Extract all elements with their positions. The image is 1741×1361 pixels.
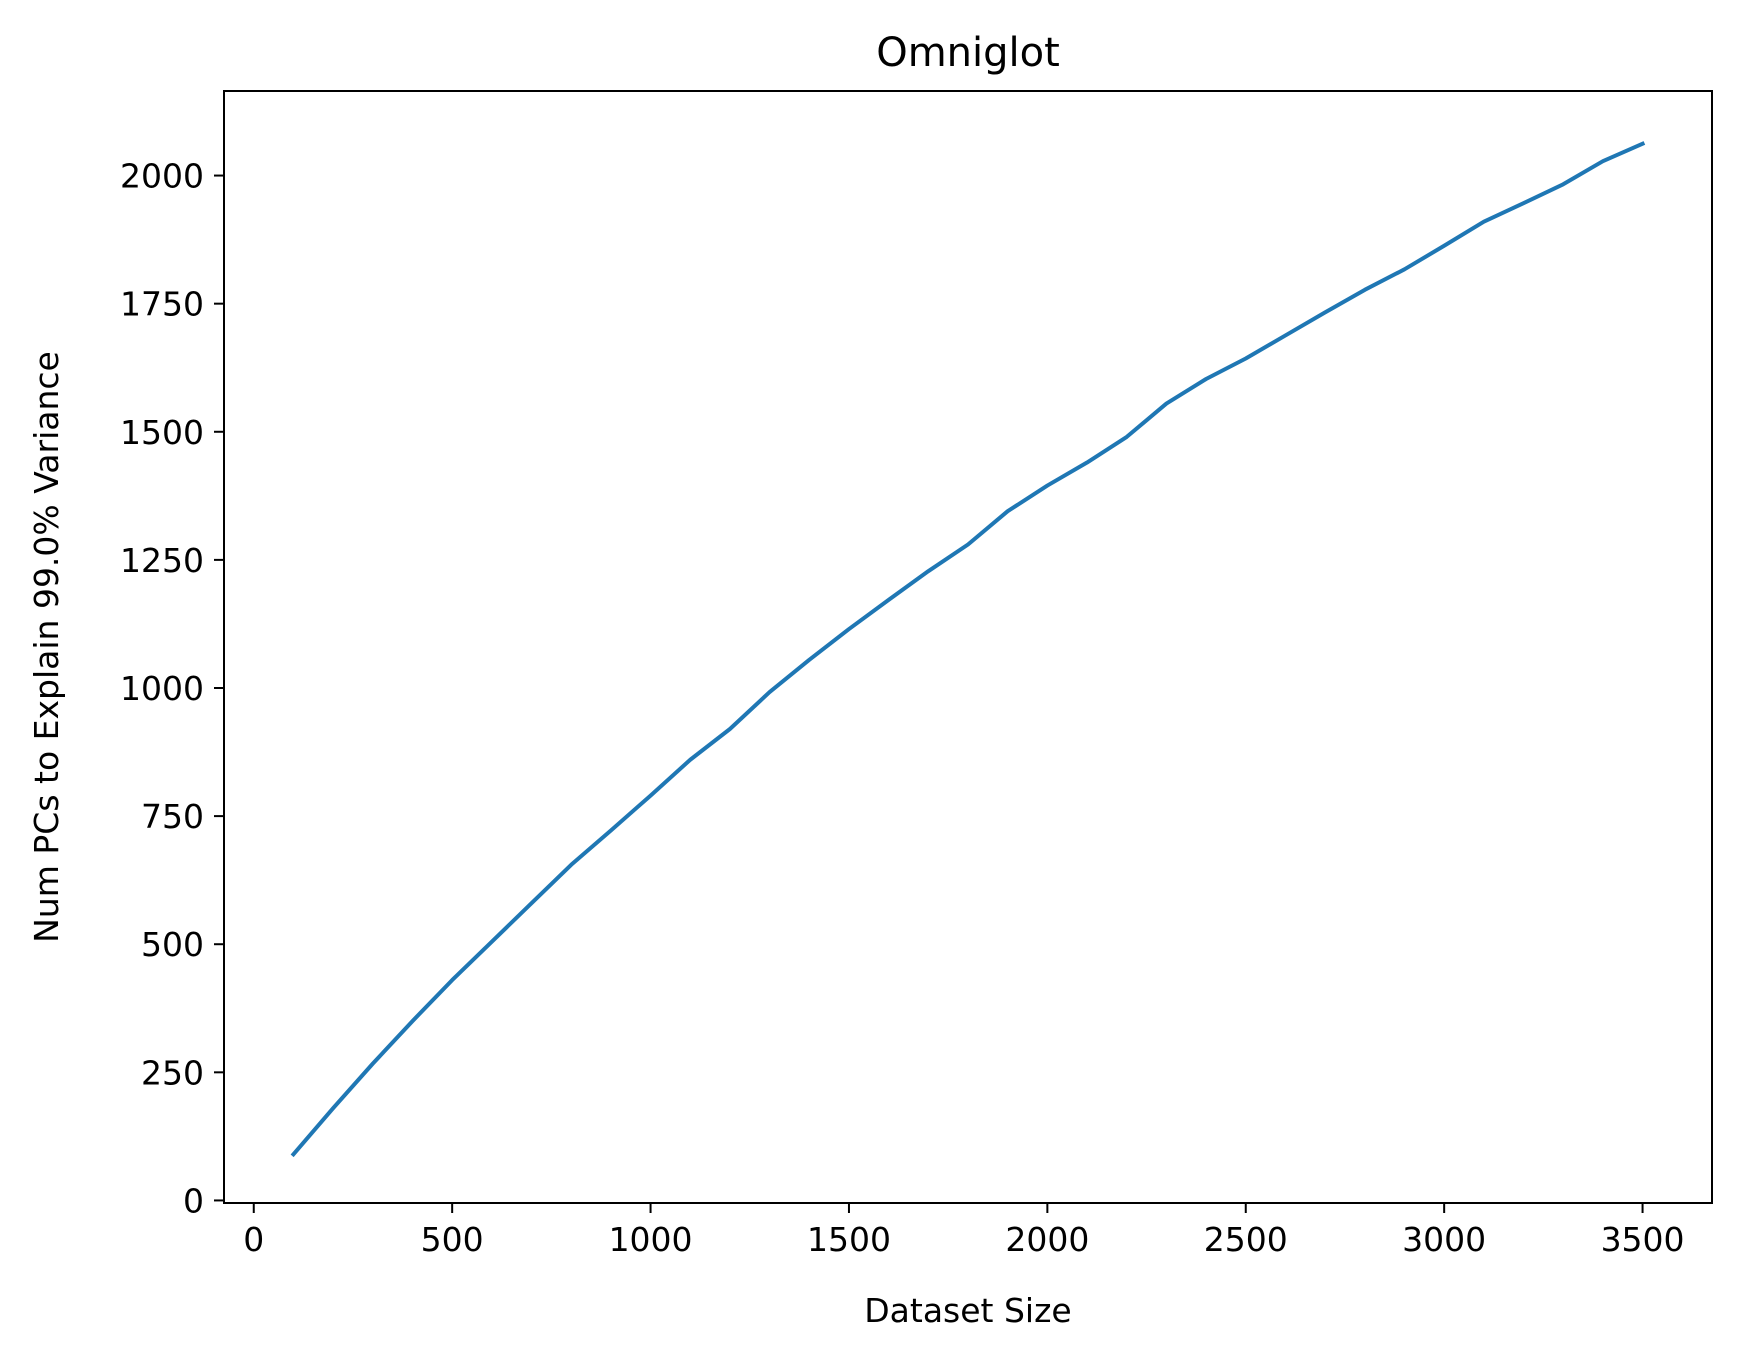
axes-frame xyxy=(223,90,1713,1204)
series-layer xyxy=(290,141,1646,1158)
y-tick-label: 1250 xyxy=(120,541,204,580)
y-tick-label: 2000 xyxy=(120,157,204,196)
y-axis: 0 250 500 750 1000 1250 1500 1750 2000 xyxy=(120,157,224,1220)
plot-area xyxy=(223,90,1713,1204)
chart-title: Omniglot xyxy=(876,30,1060,76)
y-tick-label: 1000 xyxy=(120,669,204,708)
x-axis: 0 500 1000 1500 2000 2500 3000 3500 xyxy=(243,1203,1685,1259)
x-tick-label: 500 xyxy=(421,1220,484,1259)
x-tick-label: 3000 xyxy=(1402,1220,1486,1259)
y-tick-label: 250 xyxy=(141,1053,204,1092)
y-tick-label: 0 xyxy=(183,1181,204,1220)
x-tick-label: 1500 xyxy=(807,1220,891,1259)
y-tick-label: 1500 xyxy=(120,413,204,452)
x-tick-label: 1000 xyxy=(609,1220,693,1259)
y-tick-label: 750 xyxy=(141,797,204,836)
x-tick-label: 2000 xyxy=(1005,1220,1089,1259)
x-tick-label: 3500 xyxy=(1601,1220,1685,1259)
y-tick-label: 500 xyxy=(141,925,204,964)
x-tick-label: 0 xyxy=(243,1220,264,1259)
y-axis-label: Num PCs to Explain 99.0% Variance xyxy=(27,351,66,943)
x-axis-label: Dataset Size xyxy=(864,1291,1071,1330)
x-tick-label: 2500 xyxy=(1204,1220,1288,1259)
series-line xyxy=(290,141,1646,1158)
y-tick-label: 1750 xyxy=(120,285,204,324)
